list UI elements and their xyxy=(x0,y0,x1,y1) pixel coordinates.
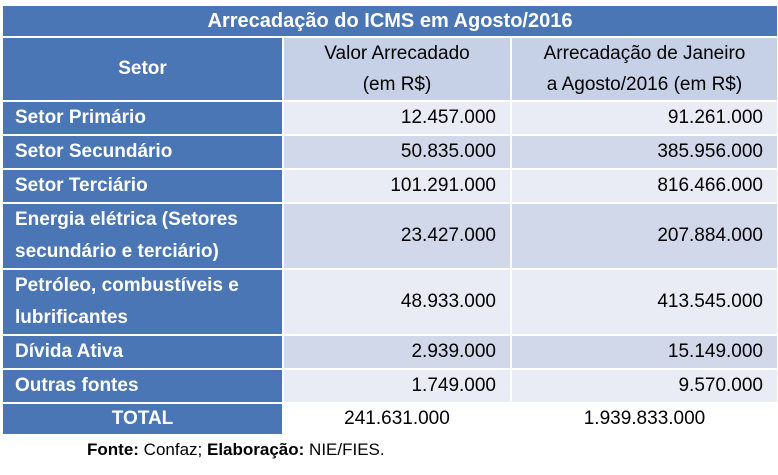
row-ytd: 413.545.000 xyxy=(510,268,778,336)
header-value-line2: (em R$) xyxy=(362,74,432,95)
row-label: Setor Terciário xyxy=(1,168,284,204)
table-row: Petróleo, combustíveis e lubrificantes 4… xyxy=(1,268,778,336)
header-ytd-line2: a Agosto/2016 (em R$) xyxy=(546,74,743,95)
header-sector: Setor xyxy=(1,36,284,102)
row-ytd: 91.261.000 xyxy=(510,100,778,136)
total-value: 241.631.000 xyxy=(282,402,512,436)
row-label: Energia elétrica (Setores secundário e t… xyxy=(1,202,284,270)
row-value: 50.835.000 xyxy=(282,134,512,170)
table-row: Outras fontes 1.749.000 9.570.000 xyxy=(1,368,778,404)
row-label-line1: Energia elétrica (Setores xyxy=(15,209,238,230)
source-note: Fonte: Confaz; Elaboração: NIE/FIES. xyxy=(87,440,385,460)
table-row: Setor Terciário 101.291.000 816.466.000 xyxy=(1,168,778,204)
row-label: Setor Secundário xyxy=(1,134,284,170)
source-elab-label: Elaboração: xyxy=(207,440,305,459)
table-row: Setor Secundário 50.835.000 385.956.000 xyxy=(1,134,778,170)
row-label: Petróleo, combustíveis e lubrificantes xyxy=(1,268,284,336)
row-label-line2: lubrificantes xyxy=(15,307,128,328)
header-ytd-line1: Arrecadação de Janeiro xyxy=(543,43,746,64)
row-value: 12.457.000 xyxy=(282,100,512,136)
header-value: Valor Arrecadado (em R$) xyxy=(282,36,512,102)
total-ytd: 1.939.833.000 xyxy=(510,402,778,436)
header-value-line1: Valor Arrecadado xyxy=(324,43,470,64)
row-ytd: 816.466.000 xyxy=(510,168,778,204)
source-elab-value: NIE/FIES. xyxy=(309,440,385,459)
row-value: 101.291.000 xyxy=(282,168,512,204)
row-label: Dívida Ativa xyxy=(1,334,284,370)
row-ytd: 207.884.000 xyxy=(510,202,778,270)
row-label-line2: secundário e terciário) xyxy=(15,241,219,262)
source-fonte-value: Confaz; xyxy=(143,440,203,459)
row-ytd: 15.149.000 xyxy=(510,334,778,370)
row-ytd: 385.956.000 xyxy=(510,134,778,170)
table-row: Setor Primário 12.457.000 91.261.000 xyxy=(1,100,778,136)
header-ytd: Arrecadação de Janeiro a Agosto/2016 (em… xyxy=(510,36,778,102)
row-label: Setor Primário xyxy=(1,100,284,136)
table-title: Arrecadação do ICMS em Agosto/2016 xyxy=(1,4,778,38)
row-label-line1: Petróleo, combustíveis e xyxy=(15,275,239,296)
icms-table: Arrecadação do ICMS em Agosto/2016 Setor… xyxy=(1,4,778,436)
table-header-row: Setor Valor Arrecadado (em R$) Arrecadaç… xyxy=(1,36,778,102)
table-row: Energia elétrica (Setores secundário e t… xyxy=(1,202,778,270)
total-row: TOTAL 241.631.000 1.939.833.000 xyxy=(1,402,778,436)
source-fonte-label: Fonte: xyxy=(87,440,139,459)
row-value: 1.749.000 xyxy=(282,368,512,404)
total-label: TOTAL xyxy=(1,402,284,436)
row-value: 23.427.000 xyxy=(282,202,512,270)
table-row: Dívida Ativa 2.939.000 15.149.000 xyxy=(1,334,778,370)
table-title-row: Arrecadação do ICMS em Agosto/2016 xyxy=(1,4,778,38)
row-label: Outras fontes xyxy=(1,368,284,404)
row-value: 48.933.000 xyxy=(282,268,512,336)
row-value: 2.939.000 xyxy=(282,334,512,370)
row-ytd: 9.570.000 xyxy=(510,368,778,404)
